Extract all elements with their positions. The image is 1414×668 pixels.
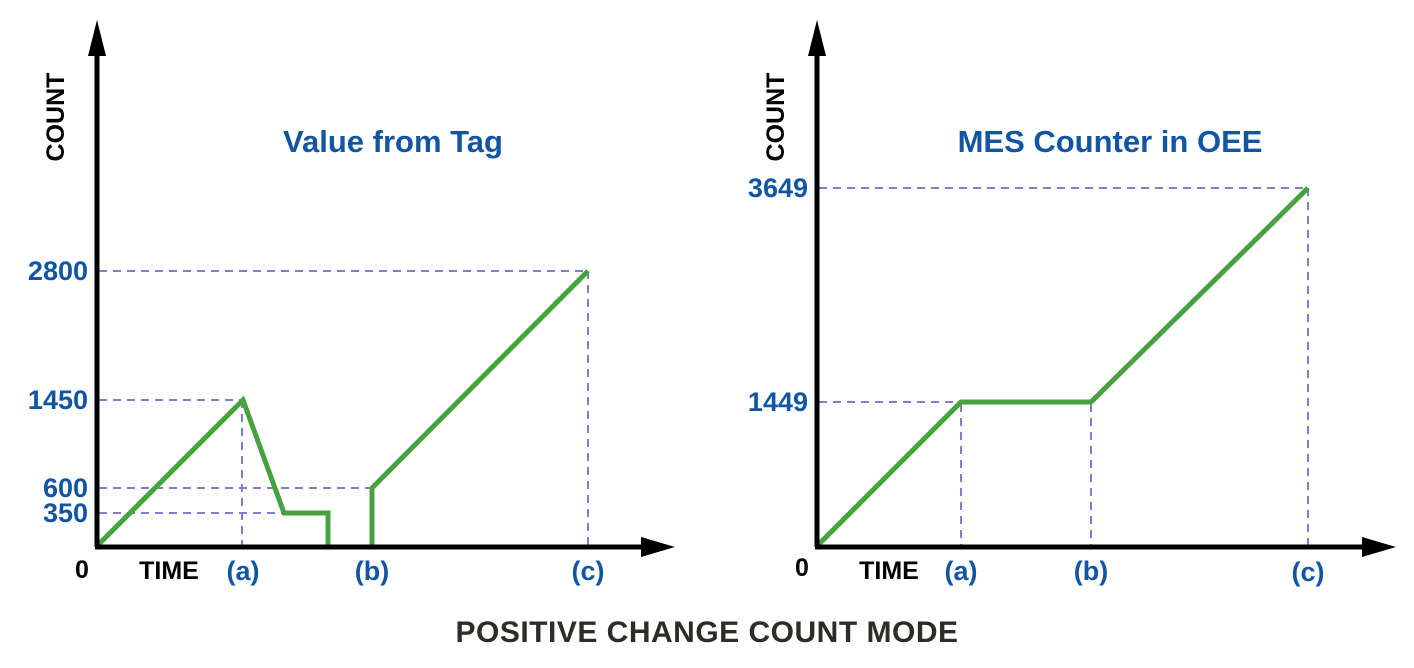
mes-counter-in-oee-y-axis-title: COUNT — [762, 73, 790, 162]
value-from-tag-xtick-b: (b) — [355, 556, 389, 586]
mes-counter-in-oee-xtick-b: (b) — [1074, 556, 1108, 586]
value-from-tag-y-axis-arrow-icon — [88, 20, 106, 56]
mes-counter-in-oee-chart: COUNT MES Counter in OEE 3649 1449 0 TIME (a) (… — [748, 20, 1396, 587]
value-from-tag-tag-value-line-a — [95, 395, 331, 548]
value-from-tag-chart-title: Value from Tag — [283, 124, 503, 159]
value-from-tag-origin-label: 0 — [75, 556, 89, 584]
value-from-tag-x-axis-arrow-icon — [641, 537, 675, 557]
value-from-tag-x-axis-title: TIME — [139, 557, 199, 585]
value-from-tag-ytick-600: 600 — [43, 473, 88, 503]
mes-counter-in-oee-x-axis-arrow-icon — [1362, 537, 1396, 557]
value-from-tag-xtick-c: (c) — [572, 556, 605, 586]
mes-counter-in-oee-chart-title: MES Counter in OEE — [958, 124, 1263, 159]
value-from-tag-xtick-a: (a) — [227, 556, 260, 586]
mes-counter-in-oee-origin-label: 0 — [795, 554, 809, 582]
mes-counter-in-oee-mes-counter-line — [815, 186, 1310, 548]
mes-counter-in-oee-y-axis-arrow-icon — [808, 20, 826, 56]
value-from-tag-y-axis-title: COUNT — [42, 73, 70, 162]
mes-counter-in-oee-xtick-c: (c) — [1292, 557, 1325, 587]
value-from-tag-ytick-2800: 2800 — [28, 256, 88, 286]
mes-counter-in-oee-xtick-a: (a) — [945, 556, 978, 586]
mes-counter-in-oee-x-axis-title: TIME — [859, 557, 919, 585]
mes-counter-in-oee-ytick-3649: 3649 — [748, 173, 808, 203]
value-from-tag-ytick-350: 350 — [43, 498, 88, 528]
value-from-tag-ytick-1450: 1450 — [28, 385, 88, 415]
value-from-tag-tag-value-line-b — [369, 269, 590, 546]
figure-caption: POSITIVE CHANGE COUNT MODE — [455, 616, 959, 649]
mes-counter-in-oee-ytick-1449: 1449 — [748, 387, 808, 417]
